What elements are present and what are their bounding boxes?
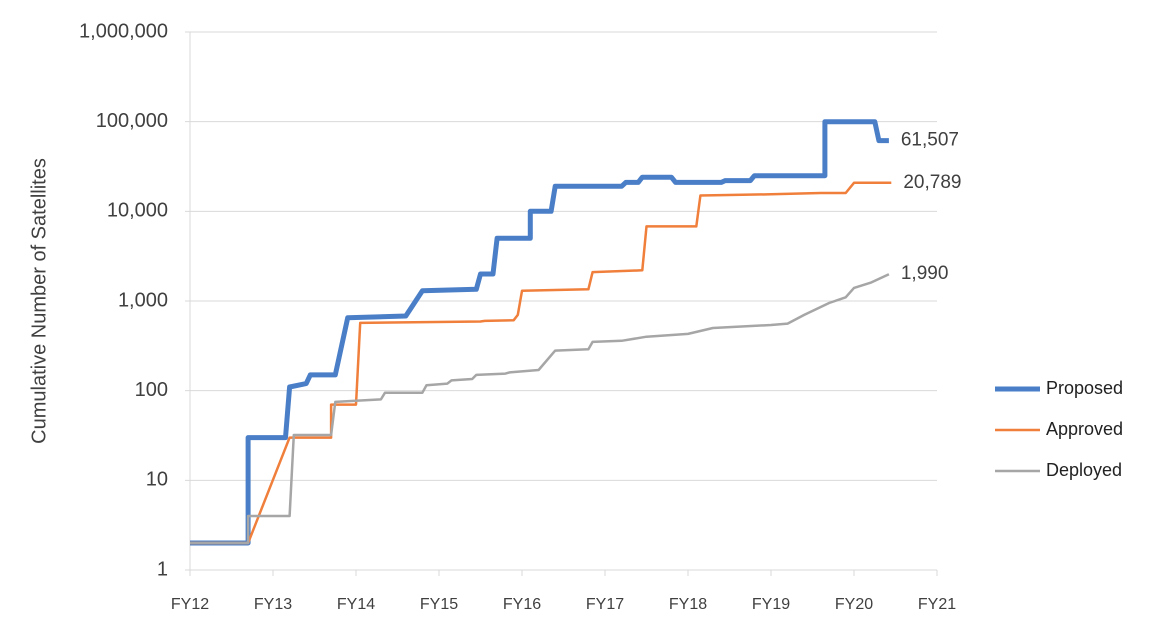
series-line [190,119,889,546]
x-tick-label: FY12 [171,596,209,613]
x-tick-label: FY17 [586,596,624,613]
value-label: 1,990 [901,263,949,284]
value-label: 20,789 [903,172,961,193]
y-tick-label: 100 [135,379,168,401]
x-tick-label: FY16 [503,596,541,613]
y-tick-label: 100,000 [96,110,168,132]
x-tick-label: FY18 [669,596,707,613]
x-tick-label: FY15 [420,596,458,613]
x-tick-label: FY21 [918,596,956,613]
y-axis-title: Cumulative Number of Satellites [28,158,50,444]
x-tick-label: FY19 [752,596,790,613]
y-tick-label: 10,000 [107,200,168,222]
x-tick-label: FY20 [835,596,873,613]
y-tick-label: 10 [146,469,168,491]
legend-label: Approved [1046,419,1123,439]
y-tick-label: 1 [157,558,168,580]
series-line [190,181,892,545]
x-tick-label: FY14 [337,596,375,613]
series-line [190,273,890,545]
legend-label: Proposed [1046,378,1123,398]
legend-label: Deployed [1046,460,1122,480]
x-tick-label: FY13 [254,596,292,613]
y-tick-label: 1,000,000 [79,20,168,42]
value-label: 61,507 [901,130,959,151]
y-tick-label: 1,000 [118,289,168,311]
